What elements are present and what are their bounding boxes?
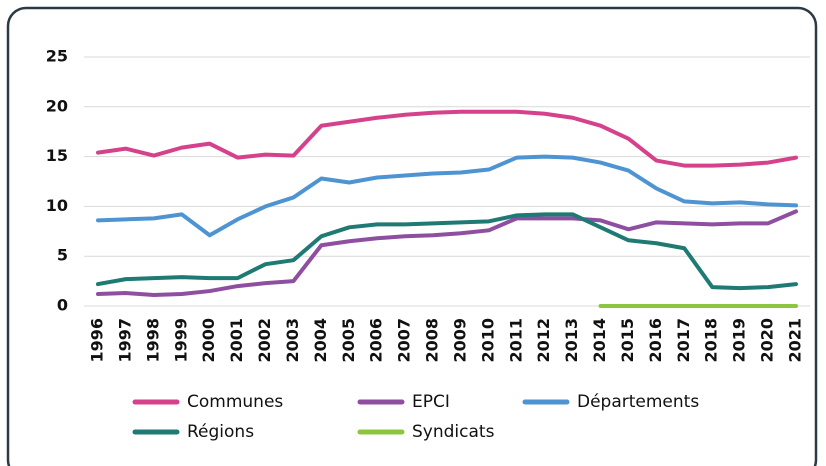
legend-label: Départements bbox=[577, 392, 699, 412]
x-tick-label: 1996 bbox=[88, 318, 107, 363]
x-tick-label: 1997 bbox=[115, 318, 134, 363]
x-tick-label: 2016 bbox=[646, 318, 665, 363]
x-tick-label: 2006 bbox=[367, 318, 386, 363]
x-tick-label: 2001 bbox=[227, 318, 246, 363]
y-tick-label: 25 bbox=[46, 47, 68, 66]
line bbox=[96, 154, 798, 238]
x-tick-label: 2003 bbox=[283, 318, 302, 363]
line bbox=[96, 212, 798, 291]
x-tick-label: 2019 bbox=[730, 318, 749, 363]
x-tick-label: 2013 bbox=[562, 318, 581, 363]
y-tick-label: 10 bbox=[46, 196, 68, 215]
y-tick-label: 0 bbox=[57, 296, 68, 315]
x-tick-label: 2007 bbox=[395, 318, 414, 363]
x-tick-label: 2017 bbox=[674, 318, 693, 363]
x-tick-label: 2000 bbox=[199, 318, 218, 363]
y-tick-label: 5 bbox=[57, 246, 68, 265]
legend-label: EPCI bbox=[412, 392, 450, 412]
x-tick-label: 2004 bbox=[311, 318, 330, 363]
y-tick-label: 20 bbox=[46, 96, 68, 115]
x-tick-label: 2014 bbox=[590, 318, 609, 363]
legend-label: Régions bbox=[187, 422, 254, 442]
x-tick-label: 2005 bbox=[339, 318, 358, 363]
x-tick-label: 2020 bbox=[758, 318, 777, 363]
x-tick-label: 2021 bbox=[786, 318, 805, 363]
x-tick-label: 2018 bbox=[702, 318, 721, 363]
x-tick-label: 2008 bbox=[423, 318, 442, 363]
x-tick-label: 2012 bbox=[534, 318, 553, 363]
x-tick-label: 2015 bbox=[618, 318, 637, 363]
y-tick-label: 15 bbox=[46, 146, 68, 165]
legend-label: Syndicats bbox=[412, 422, 495, 442]
x-tick-label: 2011 bbox=[506, 318, 525, 363]
x-tick-label: 2002 bbox=[255, 318, 274, 363]
legend-label: Communes bbox=[187, 392, 283, 412]
x-tick-label: 2010 bbox=[478, 318, 497, 363]
x-tick-label: 1999 bbox=[171, 318, 190, 363]
x-tick-label: 2009 bbox=[450, 318, 469, 363]
x-tick-label: 1998 bbox=[143, 318, 162, 363]
line bbox=[96, 209, 798, 298]
line bbox=[96, 109, 798, 168]
